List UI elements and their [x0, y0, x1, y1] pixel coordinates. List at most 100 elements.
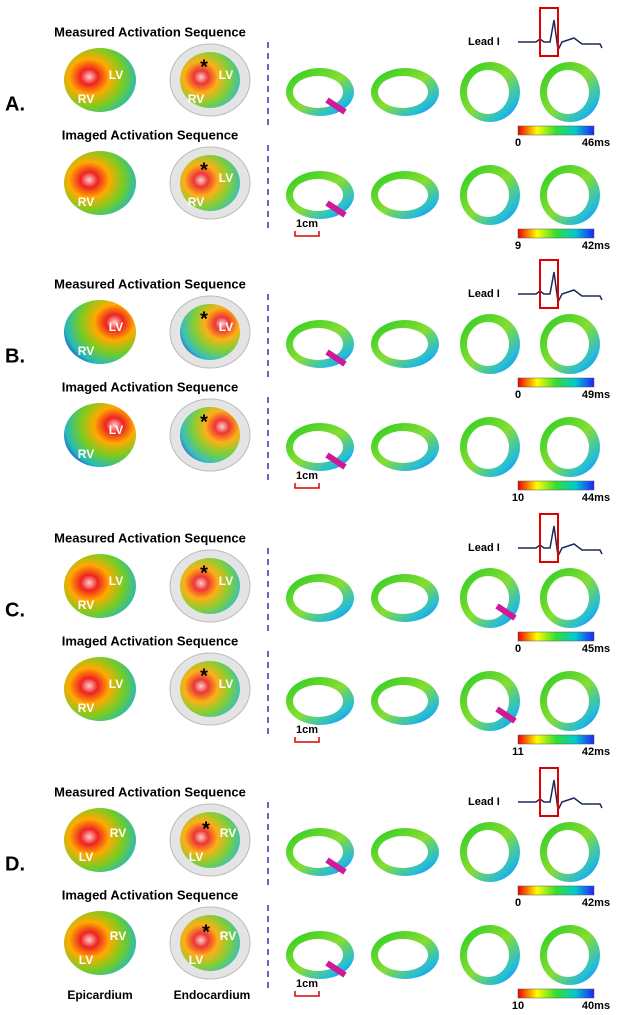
heart-label: *: [202, 818, 210, 840]
heart-endocardium: [180, 661, 240, 717]
arrow: [495, 706, 517, 724]
heart-endocardium: [180, 304, 240, 360]
colorbar: [517, 228, 595, 239]
heart-label: RV: [78, 447, 94, 461]
highlight-box: [539, 513, 559, 563]
slice-hole: [467, 70, 509, 114]
colorbar-max: 42ms: [582, 897, 610, 909]
scale-label: 1cm: [296, 978, 318, 990]
heart-label: RV: [220, 826, 236, 840]
colorbar: [517, 377, 595, 388]
arrow: [495, 603, 517, 621]
footer-label: Epicardium: [67, 988, 132, 1002]
slice-hole: [547, 70, 589, 114]
row-title: Imaged Activation Sequence: [62, 127, 239, 142]
heart-label: RV: [110, 826, 126, 840]
colorbar-max: 42ms: [582, 746, 610, 758]
heart-label: LV: [219, 574, 233, 588]
heart-label: LV: [79, 850, 93, 864]
colorbar-min: 0: [515, 897, 521, 909]
heart-epicardium: [64, 657, 136, 721]
heart-label: RV: [188, 195, 204, 209]
heart-endocardium: [180, 558, 240, 614]
heart-label: *: [200, 308, 208, 330]
highlight-box: [539, 259, 559, 309]
arrow: [325, 857, 347, 875]
colorbar-min: 0: [515, 643, 521, 655]
slice-hole: [293, 685, 343, 717]
heart-label: RV: [78, 92, 94, 106]
heart-label: LV: [109, 574, 123, 588]
panel-label: C.: [5, 599, 25, 621]
panel-label: A.: [5, 93, 25, 115]
row-title: Imaged Activation Sequence: [62, 379, 239, 394]
panel-label: B.: [5, 345, 25, 367]
ecg-trace: [518, 19, 603, 53]
colorbar-min: 0: [515, 137, 521, 149]
heart-label: *: [200, 562, 208, 584]
slice-hole: [467, 830, 509, 874]
scale-bar: [294, 991, 320, 997]
slice-hole: [547, 679, 589, 723]
panel-label: D.: [5, 853, 25, 875]
heart-label: *: [200, 56, 208, 78]
colorbar-min: 10: [512, 492, 524, 504]
slice-hole: [547, 425, 589, 469]
colorbar: [517, 734, 595, 745]
heart-label: *: [202, 921, 210, 943]
slice-hole: [378, 685, 428, 717]
slice-hole: [293, 582, 343, 614]
heart-label: LV: [109, 320, 123, 334]
heart-label: LV: [219, 320, 233, 334]
colorbar-max: 49ms: [582, 389, 610, 401]
colorbar: [517, 631, 595, 642]
slice-hole: [378, 76, 428, 108]
row-title: Measured Activation Sequence: [54, 530, 246, 545]
scale-bar: [294, 483, 320, 489]
row-title: Imaged Activation Sequence: [62, 887, 239, 902]
slice-hole: [378, 328, 428, 360]
scale-label: 1cm: [296, 218, 318, 230]
arrow: [325, 200, 347, 218]
heart-label: LV: [109, 68, 123, 82]
slice-hole: [467, 173, 509, 217]
scale-label: 1cm: [296, 724, 318, 736]
heart-epicardium: [64, 403, 136, 467]
colorbar-min: 9: [515, 240, 521, 252]
heart-label: *: [200, 159, 208, 181]
heart-epicardium: [64, 554, 136, 618]
colorbar: [517, 480, 595, 491]
heart-label: LV: [189, 850, 203, 864]
heart-epicardium: [64, 48, 136, 112]
heart-label: RV: [220, 929, 236, 943]
lead-label: Lead I: [468, 542, 500, 554]
colorbar-min: 10: [512, 1000, 524, 1012]
heart-label: LV: [109, 423, 123, 437]
slice-hole: [467, 425, 509, 469]
heart-label: LV: [219, 68, 233, 82]
heart-label: RV: [110, 929, 126, 943]
heart-endocardium: [180, 407, 240, 463]
heart-label: RV: [78, 344, 94, 358]
colorbar: [517, 125, 595, 136]
lead-label: Lead I: [468, 796, 500, 808]
heart-label: LV: [79, 953, 93, 967]
slice-hole: [378, 431, 428, 463]
row-title: Measured Activation Sequence: [54, 276, 246, 291]
heart-label: RV: [78, 701, 94, 715]
slice-hole: [547, 173, 589, 217]
heart-epicardium: [64, 808, 136, 872]
ecg-trace: [518, 779, 603, 813]
colorbar: [517, 988, 595, 999]
heart-label: *: [200, 411, 208, 433]
slice-hole: [547, 830, 589, 874]
arrow: [325, 960, 347, 978]
slice-hole: [547, 322, 589, 366]
heart-epicardium: [64, 300, 136, 364]
colorbar-min: 11: [512, 746, 524, 758]
heart-endocardium: [180, 155, 240, 211]
slice-hole: [378, 939, 428, 971]
scale-label: 1cm: [296, 470, 318, 482]
heart-label: RV: [78, 598, 94, 612]
